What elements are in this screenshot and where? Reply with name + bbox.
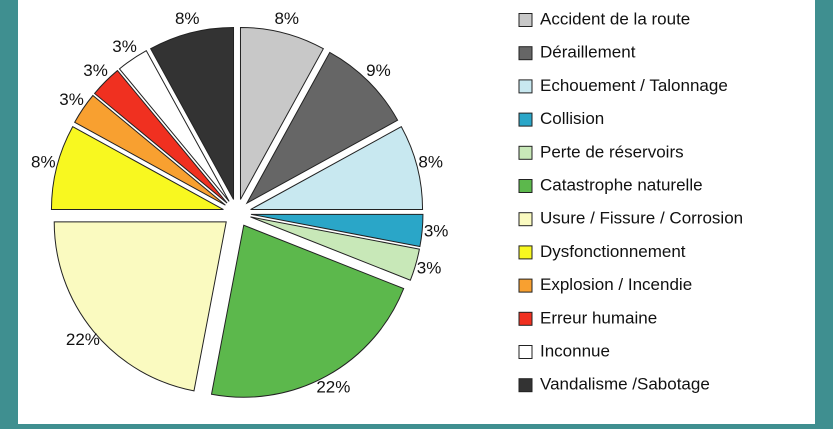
legend-label: Catastrophe naturelle — [540, 175, 703, 194]
legend-swatch — [518, 145, 533, 160]
legend-swatch — [518, 278, 533, 293]
pie-slice — [74, 94, 226, 206]
legend-label: Inconnue — [540, 341, 610, 360]
data-label: 3% — [112, 37, 137, 56]
pie-slice — [50, 125, 224, 211]
legend-swatch — [518, 179, 533, 193]
legend-label: Accident de la route — [540, 9, 690, 28]
pie-slice — [239, 26, 325, 200]
data-label: 3% — [424, 221, 449, 240]
legend-label: Collision — [540, 109, 604, 128]
data-label: 22% — [66, 330, 100, 349]
legend-label: Vandalisme /Sabotage — [540, 375, 710, 394]
legend-label: Perte de réservoirs — [540, 142, 684, 161]
legend-label: Explosion / Incendie — [540, 275, 692, 294]
pie-slice — [93, 69, 228, 204]
legend-swatch — [518, 378, 533, 393]
legend-swatch — [518, 212, 533, 227]
legend-swatch — [518, 112, 533, 127]
legend-label: Déraillement — [540, 43, 636, 62]
pie-slice — [149, 26, 235, 200]
legend-swatch — [518, 245, 533, 260]
legend-label: Dysfonctionnement — [540, 242, 686, 261]
data-label: 3% — [417, 258, 442, 277]
legend-label: Usure / Fissure / Corrosion — [540, 209, 743, 228]
legend-swatch — [518, 46, 533, 61]
legend-label: Echouement / Talonnage — [540, 76, 728, 95]
legend-swatch — [518, 345, 533, 359]
pie-slice — [245, 51, 399, 205]
legend-swatch — [518, 13, 533, 27]
pie-slice — [53, 221, 227, 392]
data-label: 8% — [274, 9, 299, 28]
data-label: 3% — [83, 61, 108, 80]
pie-slice — [250, 125, 424, 211]
data-label: 9% — [366, 61, 391, 80]
pie-slice — [210, 224, 405, 398]
data-label: 8% — [175, 9, 200, 28]
pie-slice — [250, 216, 420, 281]
data-label: 8% — [418, 153, 443, 172]
legend-label: Erreur humaine — [540, 308, 657, 327]
data-label: 3% — [59, 90, 84, 109]
pie-slice — [250, 213, 424, 248]
pie-slice — [118, 50, 230, 202]
legend-swatch — [518, 311, 533, 326]
data-label: 8% — [31, 153, 56, 172]
data-label: 22% — [316, 378, 350, 397]
legend-swatch — [518, 79, 533, 94]
